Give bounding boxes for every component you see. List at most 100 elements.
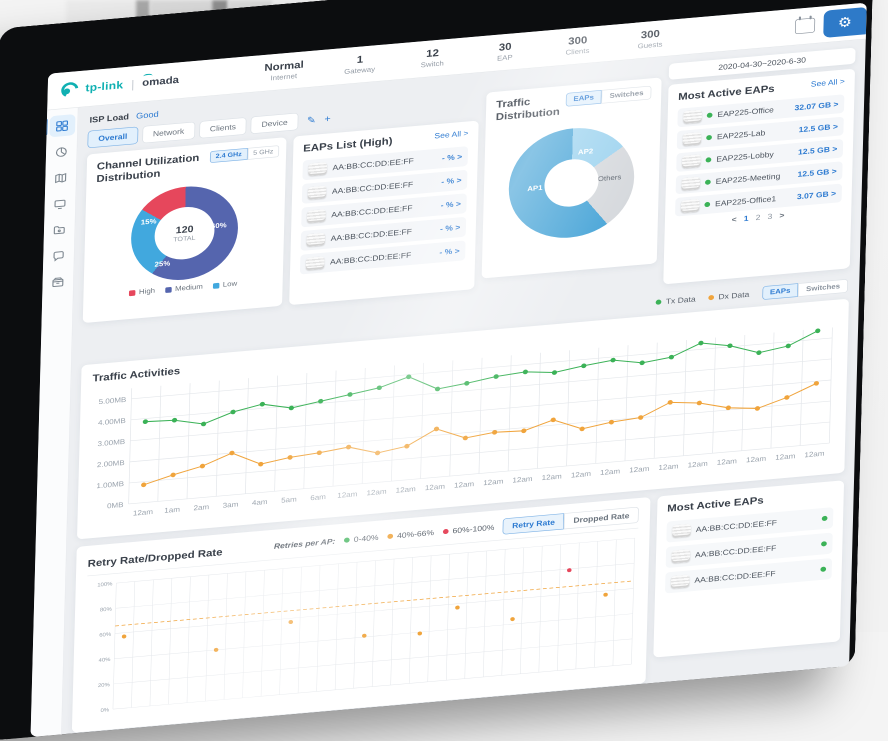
legend-label: Dx Data: [718, 289, 750, 302]
legend-dot: [655, 299, 662, 305]
eap-utilization-link[interactable]: - % >: [439, 246, 460, 257]
most-active-eaps-card: Most Active EAPs See All > EAP225-Office…: [663, 68, 856, 285]
legend-item: High: [128, 287, 155, 297]
tplink-logo-icon: [61, 82, 79, 98]
band-5ghz[interactable]: 5 GHz: [247, 145, 280, 160]
eap-utilization-link[interactable]: - % >: [441, 152, 463, 163]
traffic-activities-card: Traffic Activities 5.00MB 4.00MB 3.00MB 2.0…: [76, 298, 849, 540]
retry-legend: 0-40% 40%-66%: [343, 523, 494, 545]
page-number[interactable]: 3: [767, 211, 773, 221]
status-dot: [820, 566, 827, 572]
devices-folder-icon: [53, 225, 65, 234]
legend-item: Dx Data: [708, 290, 749, 302]
legend-dot: [708, 294, 715, 301]
calendar-icon[interactable]: [794, 17, 816, 35]
legend-item: 60%-100%: [442, 523, 494, 536]
svg-text:6am: 6am: [310, 492, 326, 502]
eap-mac: AA:BB:CC:DD:EE:FF: [694, 543, 777, 560]
tab-network[interactable]: Network: [141, 121, 196, 144]
eap-utilization-link[interactable]: - % >: [440, 199, 461, 210]
slice-label-high: 15%: [140, 217, 157, 227]
tab-overall[interactable]: Overall: [87, 126, 139, 149]
isp-load-label: ISP Load: [89, 111, 130, 125]
eap-traffic-link[interactable]: 32.07 GB >: [794, 99, 839, 113]
retry-rate-button[interactable]: Retry Rate: [502, 513, 565, 535]
legend-label: Tx Data: [665, 294, 696, 306]
eap-mac: AA:BB:CC:DD:EE:FF: [330, 227, 412, 243]
sidebar-item-clients[interactable]: [47, 192, 73, 215]
traffic-activities-chart: 5.00MB 4.00MB 3.00MB 2.00MB 1.00MB 0MB 12am 1am…: [96, 327, 833, 517]
tab-clients[interactable]: Clients: [198, 117, 247, 139]
status-dot: [821, 515, 828, 522]
eap-utilization-link[interactable]: - % >: [441, 175, 462, 187]
sidebar-item-devices[interactable]: [46, 218, 72, 241]
band-24ghz[interactable]: 2.4 GHz: [209, 147, 248, 163]
sidebar-item-dashboard[interactable]: [48, 114, 76, 138]
dropped-rate-button[interactable]: Dropped Rate: [563, 506, 639, 530]
tab-device[interactable]: Device: [250, 112, 299, 135]
eaps-list-title: EAPs List (High): [303, 135, 393, 155]
most-active-see-all[interactable]: See All >: [810, 76, 845, 89]
sidebar-item-log[interactable]: [45, 270, 71, 293]
toggle-eaps[interactable]: EAPs: [761, 283, 799, 301]
slice-label-ap2: AP2: [577, 147, 594, 157]
legend-item: 40%-66%: [386, 528, 434, 541]
svg-text:0MB: 0MB: [107, 500, 124, 510]
most-active-eaps-bottom-card: Most Active EAPs AA:BB:CC:DD:EE:FF: [653, 480, 845, 658]
svg-text:100%: 100%: [97, 582, 112, 589]
sidebar-item-map[interactable]: [48, 166, 74, 189]
retry-rate-title: Retry Rate/Dropped Rate: [87, 547, 223, 570]
svg-text:3.00MB: 3.00MB: [97, 437, 125, 448]
settings-button[interactable]: ⚙: [823, 7, 867, 38]
sidebar-item-insight[interactable]: [46, 244, 72, 267]
stat-item: Normal Internet: [264, 60, 304, 83]
donut-total-value: 120: [175, 223, 194, 236]
legend-dot: [343, 537, 350, 543]
svg-text:12am: 12am: [133, 507, 153, 517]
svg-text:20%: 20%: [98, 682, 110, 689]
svg-text:80%: 80%: [100, 607, 112, 614]
svg-text:12am: 12am: [454, 479, 474, 489]
legend-label: 0-40%: [353, 533, 379, 544]
eaps-list-see-all[interactable]: See All >: [434, 128, 469, 141]
eap-name: EAP225-Lobby: [716, 149, 774, 164]
legend-label: Medium: [174, 282, 203, 293]
isp-load-value[interactable]: Good: [135, 109, 159, 121]
sidebar-item-statistics[interactable]: [48, 140, 74, 163]
stat-label: Switch: [420, 59, 444, 70]
toggle-switches[interactable]: Switches: [601, 85, 652, 104]
slice-label-low: 25%: [154, 259, 171, 269]
archive-box-icon: [52, 277, 64, 287]
eap-traffic-link[interactable]: 12.5 GB >: [797, 166, 837, 179]
svg-text:2.00MB: 2.00MB: [97, 458, 125, 469]
nav-sidebar: [30, 107, 79, 738]
eap-mac: AA:BB:CC:DD:EE:FF: [695, 518, 778, 534]
eap-traffic-link[interactable]: 3.07 GB >: [796, 189, 837, 202]
legend-item: Medium: [164, 282, 203, 294]
access-point-icon: [680, 199, 700, 214]
eap-traffic-link[interactable]: 12.5 GB >: [798, 144, 838, 157]
toggle-switches[interactable]: Switches: [798, 278, 849, 297]
page-number[interactable]: 1: [743, 213, 749, 224]
legend-label: Low: [222, 279, 238, 289]
rate-toggle: Retry Rate Dropped Rate: [502, 506, 639, 535]
page-next[interactable]: >: [779, 210, 785, 220]
stat-item: 30 EAP: [488, 41, 521, 64]
edit-icon[interactable]: ✎: [306, 114, 317, 127]
eap-utilization-link[interactable]: - % >: [439, 222, 461, 234]
stat-item: 1 Gateway: [343, 53, 376, 76]
page-prev[interactable]: <: [731, 214, 737, 225]
toggle-eaps[interactable]: EAPs: [565, 89, 602, 107]
stat-label: Guests: [637, 40, 663, 51]
svg-text:4am: 4am: [252, 497, 268, 507]
page-number[interactable]: 2: [755, 212, 761, 222]
stat-item: 12 Switch: [416, 47, 449, 70]
add-icon[interactable]: +: [324, 113, 331, 125]
eap-traffic-link[interactable]: 12.5 GB >: [798, 122, 839, 135]
traffic-distribution-header: Traffic Distribution EAPs Switches: [496, 85, 652, 124]
legend-label: 60%-100%: [452, 522, 495, 536]
access-point-icon: [307, 185, 327, 200]
access-point-icon: [672, 523, 691, 538]
stat-item: 300 Clients: [561, 34, 594, 57]
